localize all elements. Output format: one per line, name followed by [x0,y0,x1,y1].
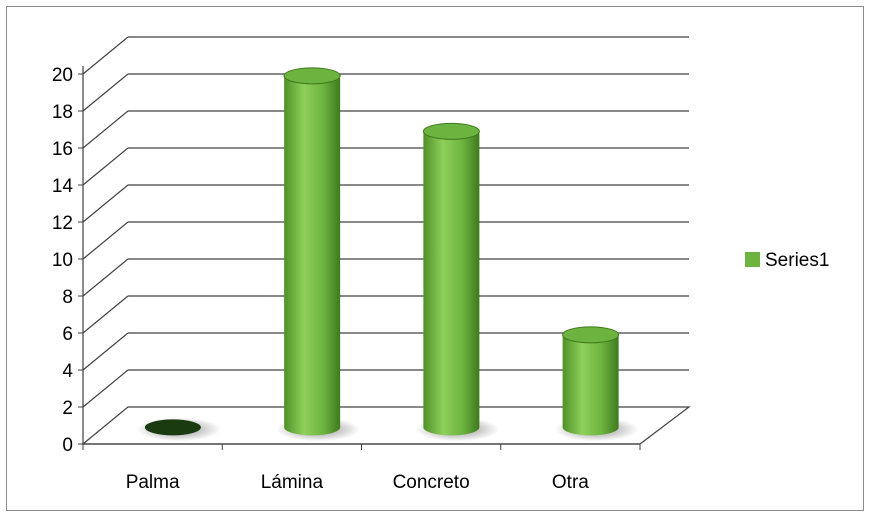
y-tick-label: 18 [52,102,73,123]
bar-top [562,326,620,344]
labels: 0 2 4 6 8 10 12 14 16 18 20 Palma Lámina Concreto Otra [52,65,589,493]
y-tick-label: 16 [52,139,73,160]
x-category-label: Lámina [261,472,324,493]
gridline-side [82,332,129,371]
gridline-side [82,369,129,408]
gridline-side [82,184,129,223]
x-category-label: Concreto [393,472,470,493]
gridline-side [82,36,129,75]
gridline-side [82,147,129,186]
axes [78,66,691,450]
bar-lámina [283,67,341,436]
gridline-side [82,295,129,334]
y-tick-label: 2 [62,398,73,419]
y-tick-label: 6 [62,324,73,345]
bars [136,67,639,442]
bar-palma [144,419,201,436]
gridline-side [82,73,129,112]
bar-body [423,131,480,436]
bar-otra [562,326,620,436]
legend: Series1 [745,250,829,271]
bar-body [562,334,619,436]
bar-top [422,122,480,140]
gridline-side [82,110,129,149]
y-tick-label: 4 [62,361,73,382]
bar-concreto [422,122,480,436]
legend-label: Series1 [765,250,829,271]
y-tick-label: 10 [52,250,73,271]
bar-top [283,67,341,85]
gridlines [82,36,689,408]
y-tick-label: 0 [62,435,73,456]
y-tick-label: 8 [62,287,73,308]
y-tick-label: 14 [52,176,74,197]
y-tick-label: 20 [52,65,73,86]
x-category-label: Otra [552,472,589,493]
x-category-label: Palma [126,472,180,493]
bar-body [284,75,341,436]
y-tick-label: 12 [52,213,73,234]
gridline-side [82,258,129,297]
legend-swatch [745,252,760,267]
gridline-side [82,221,129,260]
